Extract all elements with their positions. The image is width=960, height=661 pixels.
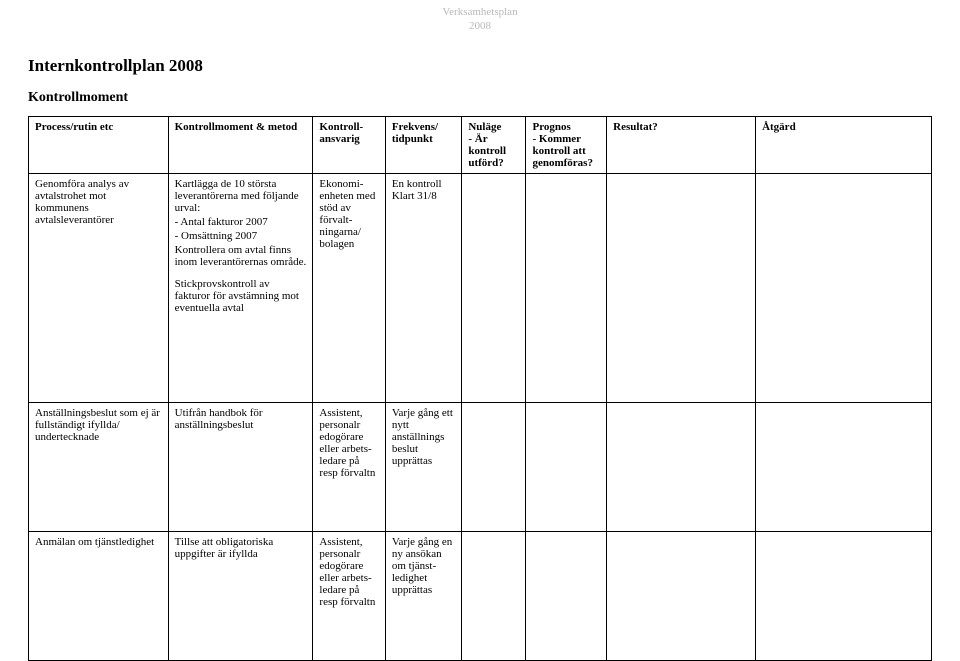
cell-frekvens: En kontrollKlart 31/8 [385,174,462,403]
cell-ansvarig: Assistent, personalr edogörare eller arb… [313,532,385,661]
section-title: Kontrollmoment [28,90,932,106]
cell-prognos [526,532,607,661]
col-method: Kontrollmoment & metod [168,117,313,174]
method-line: Stickprovskontroll av fakturor för avstä… [175,278,307,314]
kontroll-table: Process/rutin etc Kontrollmoment & metod… [28,116,932,661]
method-line: Kartlägga de 10 största leverantörerna m… [175,178,307,214]
cell-resultat [607,403,756,532]
cell-prognos [526,403,607,532]
col-process: Process/rutin etc [29,117,169,174]
cell-frekvens: Varje gång en ny ansökan om tjänst-ledig… [385,532,462,661]
cell-atgard [756,532,932,661]
cell-frekvens: Varje gång ett nytt anställnings beslut … [385,403,462,532]
cell-process: Anmälan om tjänstledighet [29,532,169,661]
method-block-1: Kartlägga de 10 största leverantörerna m… [175,178,307,268]
cell-process: Anställningsbeslut som ej är fullständig… [29,403,169,532]
method-line: - Antal fakturor 2007 [175,216,307,228]
cell-prognos [526,174,607,403]
cell-resultat [607,174,756,403]
table-row: Anmälan om tjänstledighet Tillse att obl… [29,532,932,661]
cell-method: Utifrån handbok för anställningsbeslut [168,403,313,532]
cell-atgard [756,403,932,532]
cell-nulage [462,403,526,532]
col-nulage: Nuläge- Är kontroll utförd? [462,117,526,174]
cell-nulage [462,532,526,661]
cell-ansvarig: Assistent, personalr edogörare eller arb… [313,403,385,532]
cell-ansvarig: Ekonomi-enheten med stöd av förvalt-ning… [313,174,385,403]
method-line: Kontrollera om avtal finns inom leverant… [175,244,307,268]
table-row: Anställningsbeslut som ej är fullständig… [29,403,932,532]
page: Verksamhetsplan 2008 Internkontrollplan … [0,0,960,657]
header-line-2: 2008 [0,20,960,34]
cell-resultat [607,532,756,661]
page-title: Internkontrollplan 2008 [28,56,932,76]
cell-nulage [462,174,526,403]
cell-process: Genomföra analys av avtalstrohet mot kom… [29,174,169,403]
cell-atgard [756,174,932,403]
cell-method: Tillse att obligatoriska uppgifter är if… [168,532,313,661]
col-resultat: Resultat? [607,117,756,174]
page-header: Verksamhetsplan 2008 [0,6,960,34]
col-frekvens: Frekvens/ tidpunkt [385,117,462,174]
table-header-row: Process/rutin etc Kontrollmoment & metod… [29,117,932,174]
col-ansvarig: Kontroll-ansvarig [313,117,385,174]
col-atgard: Åtgärd [756,117,932,174]
cell-method: Kartlägga de 10 största leverantörerna m… [168,174,313,403]
table-row: Genomföra analys av avtalstrohet mot kom… [29,174,932,403]
method-block-2: Stickprovskontroll av fakturor för avstä… [175,278,307,314]
header-line-1: Verksamhetsplan [0,6,960,20]
col-prognos: Prognos- Kommer kontroll att genomföras? [526,117,607,174]
method-line: - Omsättning 2007 [175,230,307,242]
